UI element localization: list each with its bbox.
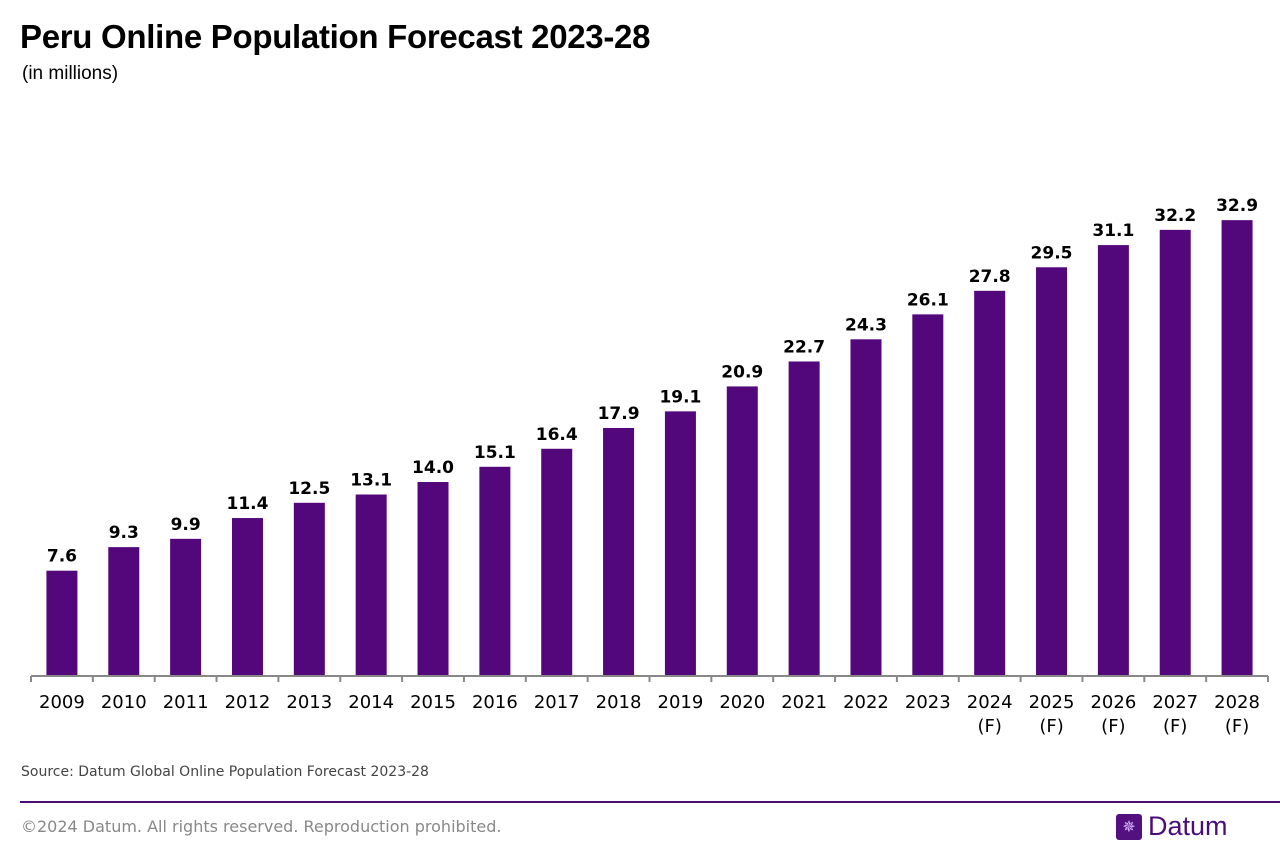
x-tick-label: (F) bbox=[1101, 716, 1125, 737]
value-label: 12.5 bbox=[288, 479, 330, 499]
value-label: 17.9 bbox=[598, 404, 640, 424]
chart-subtitle: (in millions) bbox=[22, 63, 119, 84]
value-label: 14.0 bbox=[412, 458, 454, 478]
x-tick-label: 2012 bbox=[225, 692, 271, 713]
footer-divider bbox=[20, 801, 1280, 803]
x-tick-label: 2013 bbox=[286, 692, 332, 713]
bar bbox=[1097, 245, 1129, 677]
copyright-text: ©2024 Datum. All rights reserved. Reprod… bbox=[21, 817, 502, 836]
value-label: 9.9 bbox=[171, 515, 201, 535]
bar bbox=[231, 518, 263, 676]
bar bbox=[664, 411, 696, 676]
x-tick-label: 2026 bbox=[1090, 692, 1136, 713]
x-tick-label: 2015 bbox=[410, 692, 456, 713]
x-tick-label: (F) bbox=[1039, 716, 1063, 737]
x-tick-label: 2025 bbox=[1029, 692, 1075, 713]
bar bbox=[479, 466, 511, 676]
value-label: 15.1 bbox=[474, 443, 516, 463]
source-note: Source: Datum Global Online Population F… bbox=[21, 764, 429, 780]
value-label: 16.4 bbox=[536, 425, 578, 445]
datum-logo: ✵ Datum bbox=[1116, 811, 1228, 842]
bar bbox=[850, 339, 882, 676]
value-label: 29.5 bbox=[1031, 243, 1073, 263]
x-tick-label: 2018 bbox=[596, 692, 642, 713]
value-label: 11.4 bbox=[226, 494, 268, 514]
value-label: 27.8 bbox=[969, 267, 1011, 287]
chart-title: Peru Online Population Forecast 2023-28 bbox=[20, 18, 651, 55]
x-tick-label: (F) bbox=[1163, 716, 1187, 737]
x-tick-label: 2014 bbox=[348, 692, 394, 713]
x-tick-label: 2027 bbox=[1152, 692, 1198, 713]
x-tick-label: 2021 bbox=[781, 692, 827, 713]
value-label: 7.6 bbox=[47, 547, 77, 567]
x-tick-label: 2023 bbox=[905, 692, 951, 713]
x-tick-label: 2028 bbox=[1214, 692, 1260, 713]
x-tick-label: 2016 bbox=[472, 692, 518, 713]
x-tick-label: (F) bbox=[1225, 716, 1249, 737]
value-label: 19.1 bbox=[659, 387, 701, 407]
bar bbox=[603, 427, 635, 676]
value-label: 31.1 bbox=[1092, 221, 1134, 241]
x-tick-label: 2019 bbox=[658, 692, 704, 713]
value-label: 26.1 bbox=[907, 290, 949, 310]
x-tick-label: 2024 bbox=[967, 692, 1013, 713]
bar-chart: 7.6 2009 9.3 2010 9.9 2011 11.4 2012 12.5 2013 13.… bbox=[30, 196, 1269, 737]
bar bbox=[974, 290, 1006, 676]
bar bbox=[355, 494, 387, 676]
value-label: 24.3 bbox=[845, 315, 887, 335]
bar bbox=[788, 361, 820, 676]
x-tick-label: (F) bbox=[977, 716, 1001, 737]
value-label: 22.7 bbox=[783, 337, 825, 357]
value-label: 32.2 bbox=[1154, 206, 1196, 226]
bar bbox=[1159, 229, 1191, 677]
value-label: 13.1 bbox=[350, 470, 392, 490]
logo-text: Datum bbox=[1148, 811, 1228, 841]
x-tick-label: 2010 bbox=[101, 692, 147, 713]
x-tick-label: 2020 bbox=[719, 692, 765, 713]
bar bbox=[912, 314, 944, 676]
bar bbox=[541, 448, 573, 676]
x-tick-label: 2009 bbox=[39, 692, 85, 713]
value-label: 9.3 bbox=[109, 523, 139, 543]
bar bbox=[1221, 220, 1253, 677]
value-label: 32.9 bbox=[1216, 196, 1258, 216]
bar bbox=[108, 547, 140, 676]
value-label: 20.9 bbox=[721, 362, 763, 382]
x-tick-label: 2022 bbox=[843, 692, 889, 713]
bar bbox=[170, 538, 202, 676]
bar bbox=[726, 386, 758, 676]
globe-icon: ✵ bbox=[1116, 813, 1142, 840]
bar bbox=[293, 502, 325, 676]
x-tick-label: 2011 bbox=[163, 692, 209, 713]
bar bbox=[46, 570, 78, 676]
bar bbox=[1036, 267, 1068, 676]
x-tick-label: 2017 bbox=[534, 692, 580, 713]
bar bbox=[417, 482, 449, 676]
